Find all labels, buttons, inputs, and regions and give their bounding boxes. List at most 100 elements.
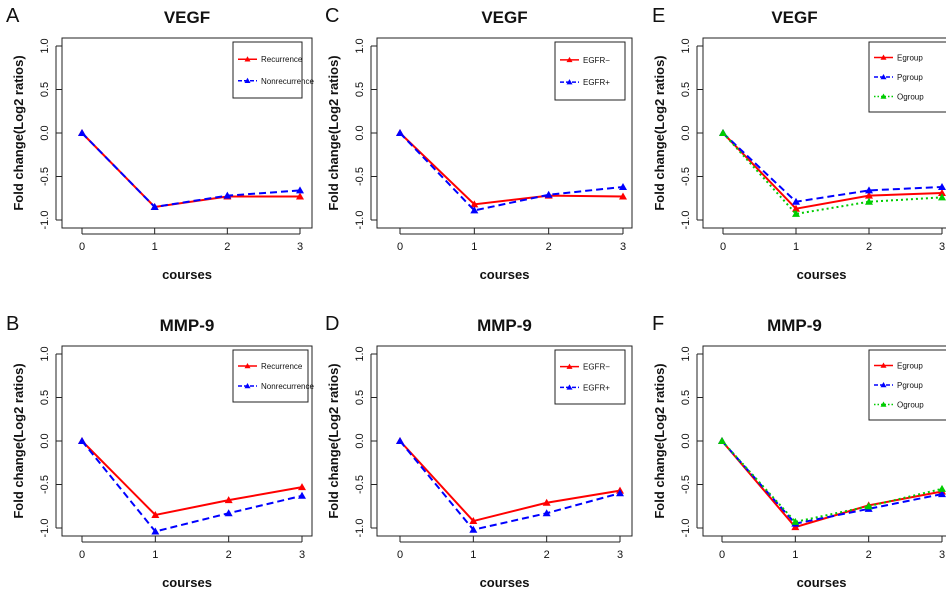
y-tick-label: -1.0 [354, 519, 366, 538]
series-line [399, 440, 621, 523]
legend: EGFR− EGFR+ [554, 41, 626, 101]
x-tick-label: 1 [470, 549, 476, 561]
data-point [542, 498, 551, 506]
y-axis-label: Fold change(Log2 ratios) [11, 363, 26, 518]
x-tick-label: 2 [546, 241, 552, 253]
legend-marker [880, 74, 887, 80]
legend-marker [244, 363, 251, 369]
panel-letter: B [6, 313, 19, 335]
y-tick-label: 0.5 [39, 390, 51, 405]
legend-marker [244, 56, 251, 62]
y-tick-label: 0.0 [680, 125, 692, 140]
x-tick-label: 3 [939, 241, 945, 253]
data-point [792, 209, 800, 217]
panel-letter: C [325, 5, 339, 27]
legend-box [554, 41, 626, 101]
x-tick-label: 0 [397, 241, 403, 253]
y-axis-label: Fold change(Log2 ratios) [326, 363, 341, 518]
legend-marker [566, 384, 573, 390]
y-tick-label: 1.0 [354, 346, 366, 361]
data-point [396, 129, 404, 136]
legend-marker [244, 77, 251, 84]
y-axis-label: Fold change(Log2 ratios) [652, 363, 667, 518]
legend-box [232, 349, 309, 403]
chart-title: MMP-9 [767, 316, 822, 335]
x-tick-label: 0 [79, 241, 85, 253]
data-point [150, 202, 159, 210]
legend: EGFR− EGFR+ [554, 349, 626, 405]
x-axis-label: courses [797, 267, 847, 282]
chart-panel-b: B MMP-9 -1.0 -0.5 0.0 0.5 1.0 0 1 2 3 courses Fold c… [6, 313, 314, 589]
legend-label: Recurrence [261, 55, 303, 64]
legend-label: Ogroup [897, 92, 924, 101]
y-tick-label: -0.5 [39, 167, 51, 186]
data-point [224, 509, 233, 517]
y-tick-label: 1.0 [354, 38, 366, 53]
series-line [722, 132, 943, 215]
series-line [722, 132, 943, 210]
y-tick-label: -0.5 [39, 475, 51, 494]
y-tick-label: -1.0 [39, 211, 51, 230]
legend-marker [880, 362, 887, 368]
legend-box [232, 41, 303, 99]
data-point [469, 517, 478, 525]
y-tick-label: 0.0 [354, 125, 366, 140]
legend: Recurrence Nonrecurrence [232, 349, 314, 403]
x-tick-label: 3 [297, 241, 303, 253]
legend-label: Egroup [897, 362, 923, 371]
data-point [938, 182, 946, 190]
data-point [865, 191, 873, 199]
legend-label: Pgroup [897, 381, 923, 390]
x-tick-label: 1 [793, 241, 799, 253]
x-tick-label: 3 [299, 549, 305, 561]
y-tick-label: -1.0 [680, 519, 692, 538]
y-tick-label: -0.5 [680, 475, 692, 494]
series-line [81, 132, 301, 209]
data-point [298, 491, 306, 499]
data-point [938, 484, 946, 492]
y-tick-label: 0.5 [354, 82, 366, 97]
x-tick-label: 1 [792, 549, 798, 561]
series-line [399, 132, 624, 206]
x-tick-label: 0 [397, 549, 403, 561]
y-tick-label: 0.5 [354, 390, 366, 405]
chart-panel-c: C VEGF -1.0 -0.5 0.0 0.5 1.0 0 1 2 3 courses Fold ch… [325, 5, 633, 282]
legend: Recurrence Nonrecurrence [232, 41, 314, 99]
legend-marker [566, 363, 573, 369]
y-tick-label: 0.5 [39, 82, 51, 97]
data-point [619, 182, 627, 190]
chart-panel-d: D MMP-9 -1.0 -0.5 0.0 0.5 1.0 0 1 2 3 courses Fold c… [325, 313, 633, 589]
legend-marker [880, 54, 887, 60]
data-point [151, 527, 160, 535]
x-tick-label: 0 [720, 241, 726, 253]
legend-label: EGFR− [583, 56, 610, 65]
legend-marker [244, 383, 251, 389]
y-tick-label: -1.0 [39, 519, 51, 538]
legend-marker [566, 56, 573, 63]
legend-label: EGFR+ [583, 78, 610, 87]
x-tick-label: 2 [224, 241, 230, 253]
y-tick-label: 1.0 [680, 38, 692, 53]
data-point [296, 192, 304, 200]
chart-title: VEGF [481, 8, 527, 27]
data-point [718, 437, 726, 444]
legend-marker [880, 93, 887, 99]
data-point [938, 490, 946, 498]
x-axis-label: courses [162, 267, 212, 282]
data-point [396, 437, 404, 444]
data-point [223, 191, 232, 199]
legend-label: Egroup [897, 54, 923, 63]
legend: Egroup Pgroup Ogroup [868, 349, 946, 421]
data-point [616, 489, 624, 497]
chart-panel-e: E VEGF -1.0 -0.5 0.0 0.5 1.0 0 1 2 3 courses Fold ch… [652, 5, 946, 282]
legend-label: Nonrecurrence [261, 382, 314, 391]
legend-marker [880, 401, 887, 407]
y-tick-label: 0.5 [680, 82, 692, 97]
panel-letter: F [652, 313, 664, 335]
x-tick-label: 1 [471, 241, 477, 253]
chart-panel-a: A VEGF -1.0 -0.5 0.0 0.5 1.0 0 1 2 3 courses Fold ch… [6, 5, 314, 282]
panel-letter: A [6, 5, 20, 27]
y-tick-label: 0.0 [39, 433, 51, 448]
x-axis-label: courses [162, 575, 212, 589]
x-tick-label: 2 [544, 549, 550, 561]
